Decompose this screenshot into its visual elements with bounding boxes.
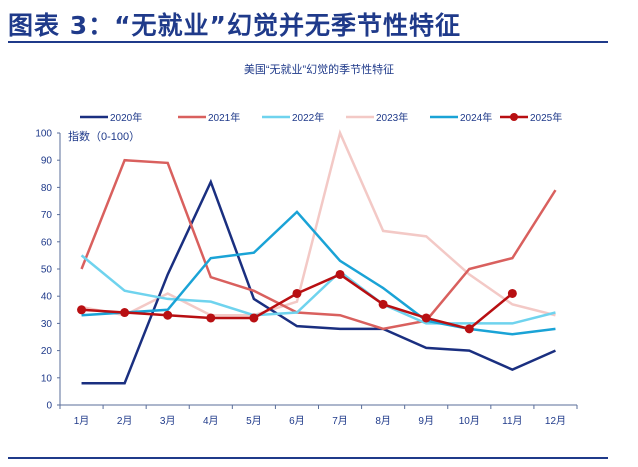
y-tick-label: 70 [41, 210, 53, 221]
x-tick-label: 3月 [160, 415, 176, 427]
y-tick-label: 50 [41, 265, 53, 276]
x-tick-label: 9月 [418, 415, 434, 427]
x-tick-label: 2月 [117, 415, 133, 427]
x-tick-label: 8月 [375, 415, 391, 427]
legend-label: 2022年 [292, 111, 324, 124]
data-point-2025年 [421, 313, 431, 323]
series-line-2024年 [81, 210, 556, 336]
y-tick-label: 60 [41, 237, 53, 248]
legend-label: 2020年 [110, 111, 142, 124]
chart-title: 美国“无就业”幻觉的季节性特征 [244, 62, 394, 76]
x-tick-label: 4月 [203, 415, 219, 427]
data-point-2025年 [335, 269, 345, 279]
y-tick-label: 10 [41, 373, 53, 384]
legend-marker [510, 113, 518, 121]
x-tick-label: 12月 [545, 415, 566, 427]
series-line-2021年 [80, 158, 557, 331]
legend-label: 2024年 [460, 111, 492, 124]
title-divider [8, 41, 608, 43]
y-axis-label: 指数（0-100） [68, 129, 140, 143]
data-point-2025年 [507, 288, 517, 298]
x-tick-label: 5月 [246, 415, 262, 427]
y-tick-label: 40 [41, 292, 53, 303]
x-tick-label: 1月 [74, 415, 90, 427]
x-tick-label: 11月 [502, 415, 522, 427]
x-tick-label: 7月 [332, 415, 348, 427]
y-tick-label: 80 [41, 183, 53, 194]
data-point-2025年 [206, 313, 216, 323]
y-tick-label: 20 [41, 346, 53, 357]
data-point-2025年 [163, 310, 173, 320]
y-tick-label: 0 [46, 401, 52, 412]
data-point-2025年 [249, 313, 259, 323]
series-line-2023年 [81, 129, 556, 317]
x-tick-label: 10月 [459, 415, 480, 427]
legend-label: 2021年 [208, 111, 240, 124]
x-tick-label: 6月 [289, 415, 305, 427]
bottom-divider [8, 457, 608, 459]
data-point-2025年 [292, 288, 302, 298]
series-line-2020年 [81, 178, 556, 385]
y-tick-label: 90 [41, 156, 53, 167]
data-point-2025年 [464, 324, 474, 334]
data-point-2025年 [378, 299, 388, 309]
y-tick-label: 30 [41, 319, 53, 330]
y-tick-label: 100 [35, 129, 52, 140]
figure-title: 图表 3：“无就业”幻觉并无季节性特征 [8, 11, 461, 40]
legend-label: 2025年 [530, 111, 562, 124]
data-point-2025年 [77, 305, 87, 315]
data-point-2025年 [120, 308, 130, 318]
legend-label: 2023年 [376, 111, 408, 124]
